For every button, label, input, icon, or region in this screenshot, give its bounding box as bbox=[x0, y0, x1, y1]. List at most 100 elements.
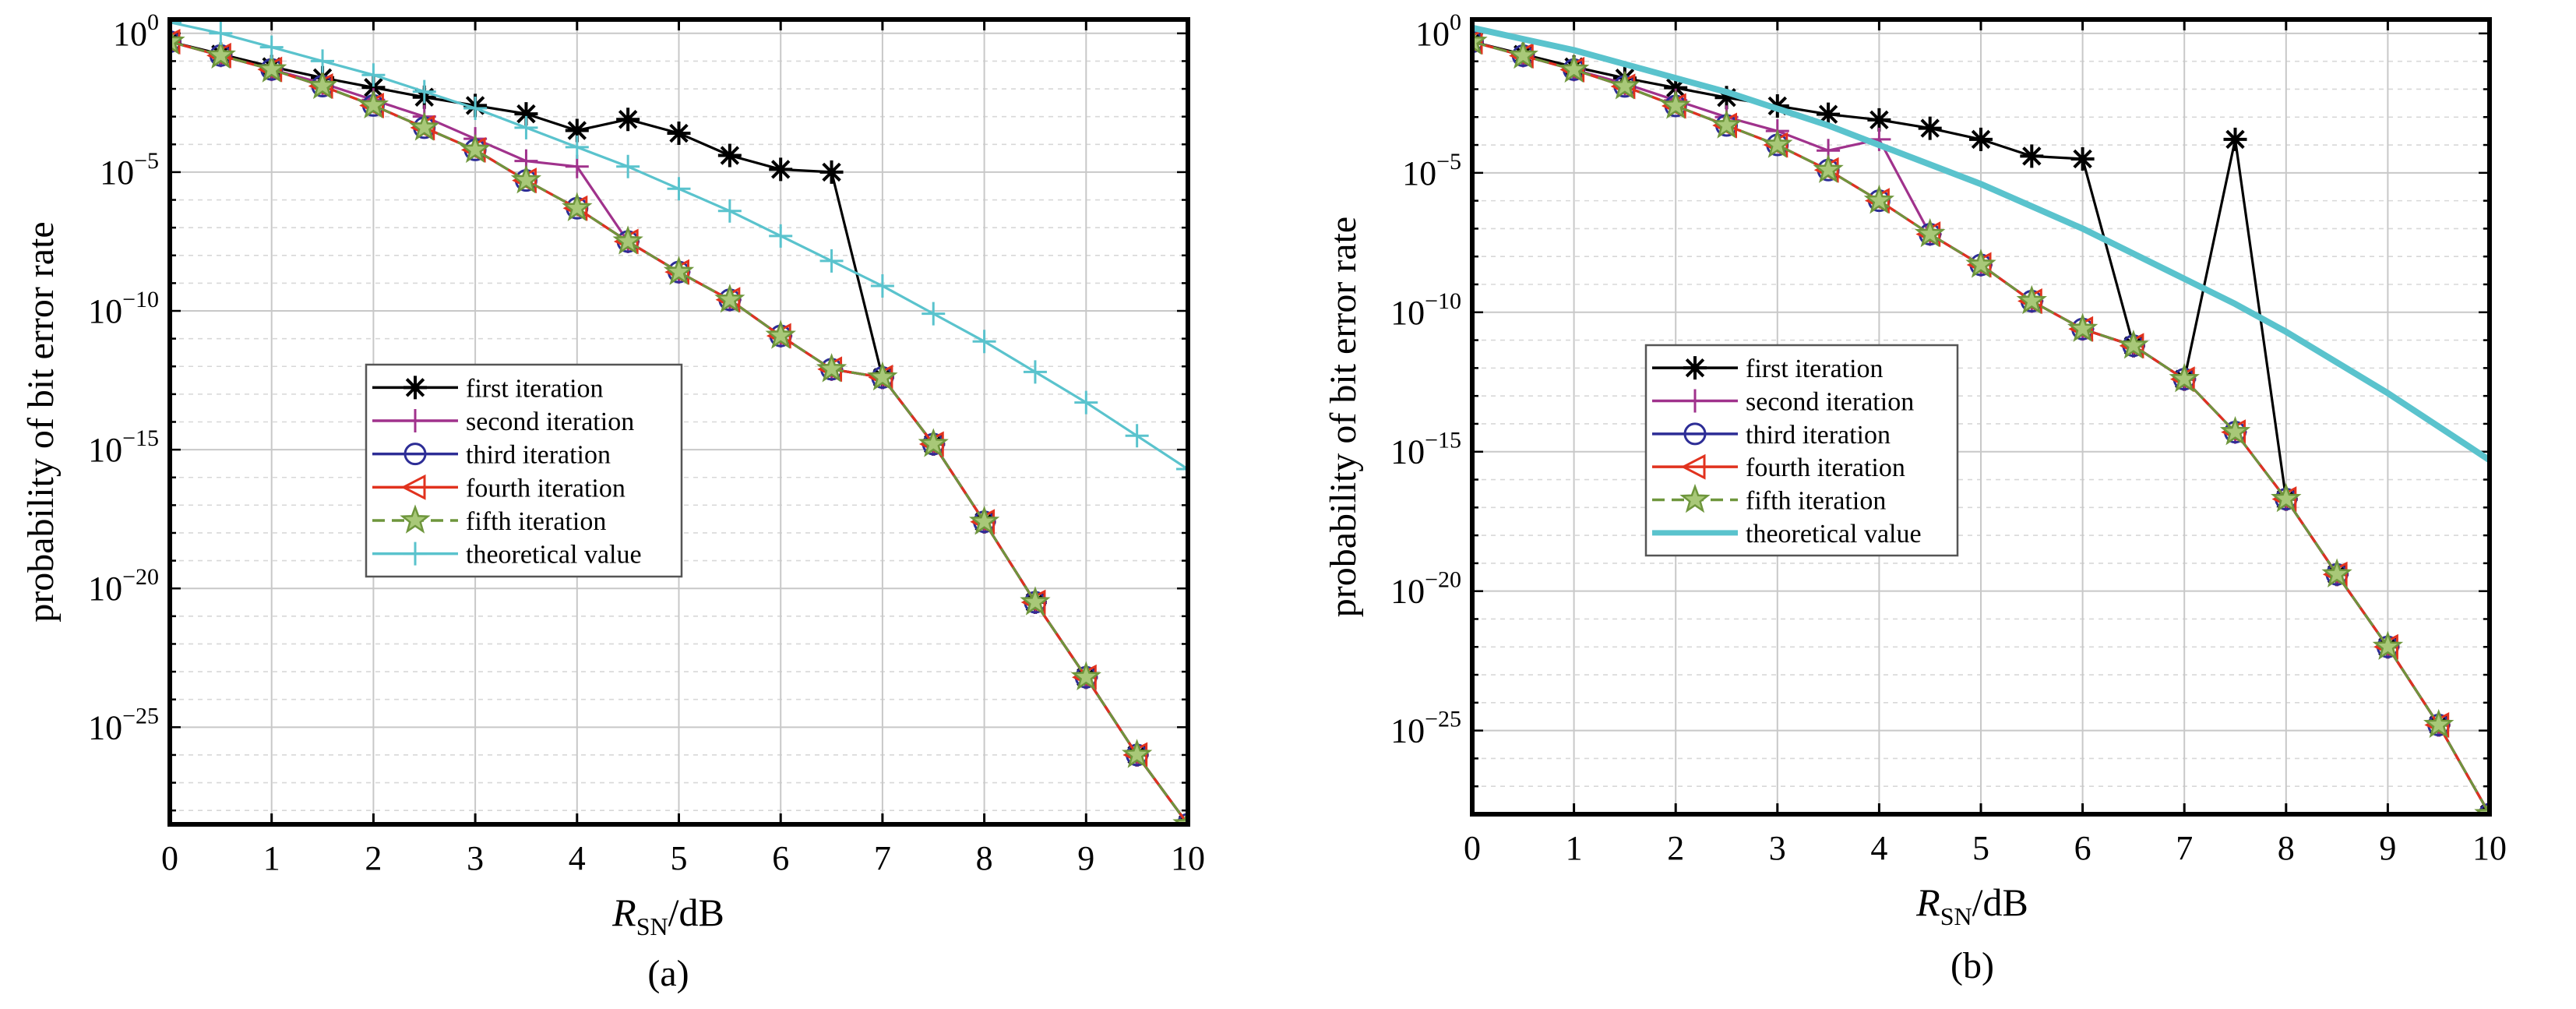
data-point-fifth-iteration bbox=[1813, 153, 1844, 183]
data-point-first-iteration bbox=[2020, 144, 2044, 168]
data-point-first-iteration bbox=[1867, 108, 1891, 132]
data-point-fifth-iteration bbox=[1915, 217, 1946, 248]
y-axis-label: probability of bit error rate bbox=[1323, 217, 1364, 617]
x-tick-label: 4 bbox=[569, 839, 586, 877]
x-axis-label-unit: /dB bbox=[668, 891, 724, 934]
y-tick-base: 10 bbox=[1402, 154, 1436, 192]
x-tick-label: 6 bbox=[2074, 829, 2091, 867]
data-point-fifth-iteration bbox=[2423, 708, 2454, 739]
series-line-fifth-iteration bbox=[170, 41, 1188, 824]
y-tick-exponent: 0 bbox=[1450, 9, 1461, 35]
y-tick-base: 10 bbox=[88, 431, 122, 469]
data-point-fifth-iteration bbox=[2271, 482, 2302, 513]
data-point-theoretical-value bbox=[972, 330, 996, 354]
data-point-theoretical-value bbox=[170, 19, 181, 34]
data-point-fifth-iteration bbox=[867, 361, 898, 391]
y-tick-base: 10 bbox=[1415, 15, 1450, 53]
x-tick-label: 7 bbox=[874, 839, 891, 877]
data-point-first-iteration bbox=[616, 108, 640, 132]
data-point-first-iteration bbox=[565, 118, 589, 143]
y-tick-base: 10 bbox=[1390, 294, 1425, 332]
y-tick-label: 10−10 bbox=[88, 287, 159, 330]
data-point-first-iteration bbox=[1817, 102, 1841, 126]
data-point-fifth-iteration bbox=[765, 319, 796, 349]
legend-entry-label: fourth iteration bbox=[1746, 453, 1905, 482]
y-tick-label: 10−15 bbox=[1390, 428, 1461, 471]
legend-entry-label: third iteration bbox=[466, 441, 611, 470]
y-axis-label: probability of bit error rate bbox=[20, 221, 62, 622]
x-tick-label: 2 bbox=[1667, 829, 1684, 867]
data-point-fifth-iteration bbox=[1020, 586, 1051, 616]
y-tick-label: 10−5 bbox=[100, 148, 159, 192]
data-point-first-iteration bbox=[361, 76, 386, 100]
data-point-theoretical-value bbox=[1125, 424, 1149, 448]
legend-entry-label: first iteration bbox=[1746, 355, 1884, 383]
legend-swatch-marker bbox=[403, 376, 427, 400]
x-tick-label: 7 bbox=[2176, 829, 2193, 867]
y-tick-exponent: −20 bbox=[1425, 567, 1461, 593]
data-point-theoretical-value bbox=[717, 199, 742, 223]
data-point-fifth-iteration bbox=[2118, 330, 2149, 359]
legend-entry-label: third iteration bbox=[1746, 421, 1891, 450]
data-point-fifth-iteration bbox=[612, 225, 643, 255]
data-point-fifth-iteration bbox=[460, 133, 491, 164]
data-point-first-iteration bbox=[514, 102, 538, 126]
y-tick-base: 10 bbox=[1390, 712, 1425, 750]
legend-swatch-marker bbox=[403, 443, 427, 466]
legend: first iteration second iteration third ite… bbox=[1644, 344, 1959, 557]
data-point-fifth-iteration bbox=[1122, 739, 1153, 768]
x-axis-label-subscript: SN bbox=[636, 912, 668, 940]
data-point-fifth-iteration bbox=[1762, 129, 1793, 158]
y-tick-base: 10 bbox=[100, 153, 134, 192]
data-point-fifth-iteration bbox=[1558, 53, 1590, 83]
y-tick-label: 10−25 bbox=[1390, 707, 1461, 750]
x-tick-label: 1 bbox=[263, 839, 280, 877]
data-point-theoretical-value bbox=[769, 224, 793, 248]
x-tick-label: 8 bbox=[976, 839, 993, 877]
x-tick-label: 2 bbox=[365, 839, 382, 877]
y-tick-exponent: −20 bbox=[122, 564, 159, 590]
data-point-fifth-iteration bbox=[510, 164, 542, 194]
data-point-theoretical-value bbox=[616, 154, 640, 178]
legend-swatch-marker bbox=[403, 409, 427, 432]
y-tick-label: 10−25 bbox=[88, 703, 159, 746]
y-tick-exponent: −15 bbox=[122, 425, 159, 451]
y-tick-label: 10−20 bbox=[1390, 567, 1461, 611]
y-tick-base: 10 bbox=[1390, 433, 1425, 471]
y-tick-exponent: −10 bbox=[122, 287, 159, 312]
data-point-fifth-iteration bbox=[918, 428, 949, 457]
legend-swatch-marker bbox=[1683, 389, 1707, 413]
data-point-first-iteration bbox=[769, 157, 793, 182]
y-tick-label: 10−10 bbox=[1390, 288, 1461, 332]
data-point-first-iteration bbox=[717, 143, 742, 168]
data-point-theoretical-value bbox=[514, 115, 538, 139]
legend-entry-label: second iteration bbox=[1746, 388, 1914, 417]
chart-panel-a: 0 1 2 3 4 5 6 7 8 9 1010010−510−1010−1510−2010−25p… bbox=[20, 9, 1205, 994]
data-point-theoretical-value bbox=[1023, 360, 1047, 384]
x-tick-label: 10 bbox=[1171, 839, 1205, 877]
x-tick-label: 0 bbox=[161, 839, 178, 877]
series-line-theoretical-value bbox=[1472, 24, 2490, 463]
data-point-theoretical-value bbox=[667, 177, 691, 201]
data-point-fifth-iteration bbox=[1172, 808, 1188, 824]
y-tick-exponent: −25 bbox=[122, 703, 159, 729]
y-tick-label: 10−15 bbox=[88, 425, 159, 469]
y-tick-base: 10 bbox=[88, 292, 122, 330]
data-point-fifth-iteration bbox=[205, 39, 236, 69]
data-point-fifth-iteration bbox=[968, 506, 1000, 535]
data-point-first-iteration bbox=[1664, 76, 1688, 100]
y-tick-exponent: −5 bbox=[1436, 149, 1461, 175]
legend-swatch-marker bbox=[1683, 422, 1707, 446]
x-tick-label: 0 bbox=[1464, 829, 1481, 867]
legend-swatch-marker bbox=[1683, 356, 1707, 380]
data-point-fifth-iteration bbox=[1863, 184, 1895, 214]
x-tick-label: 10 bbox=[2472, 829, 2507, 867]
legend-swatch-marker bbox=[400, 474, 426, 500]
x-tick-label: 3 bbox=[1769, 829, 1786, 867]
legend-entry-label: theoretical value bbox=[466, 541, 642, 570]
data-point-first-iteration bbox=[1714, 86, 1739, 110]
data-point-fifth-iteration bbox=[714, 284, 745, 313]
y-tick-exponent: −10 bbox=[1425, 288, 1461, 314]
data-point-theoretical-value bbox=[1176, 457, 1188, 482]
